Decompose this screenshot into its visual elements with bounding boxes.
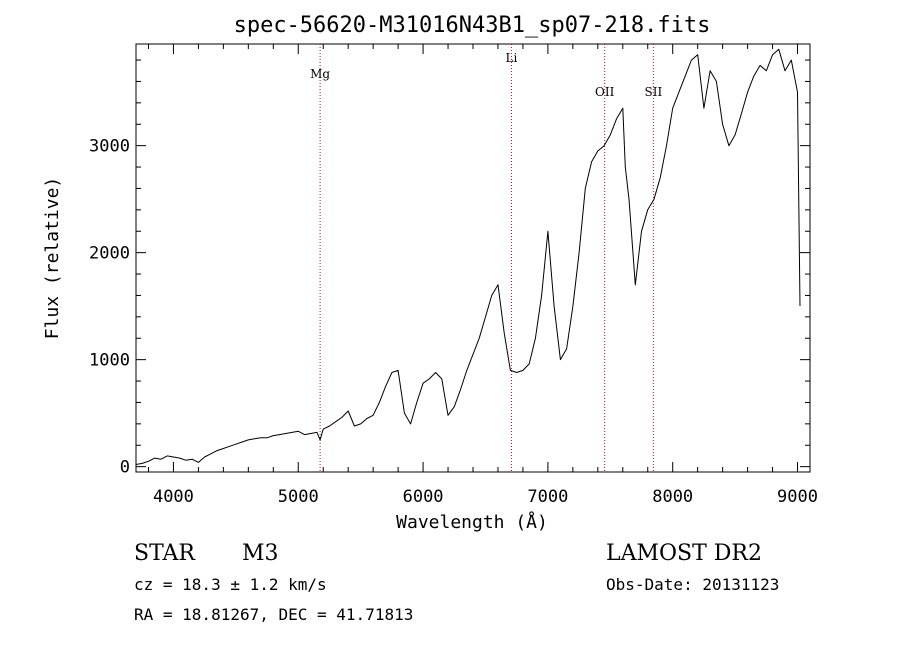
x-tick-label: 5000 — [278, 487, 319, 507]
x-tick-label: 6000 — [403, 487, 444, 507]
line-markers: Mg Li OII SII — [310, 44, 662, 472]
marker-label-li: Li — [506, 51, 518, 65]
chart-title: spec-56620-M31016N43B1_sp07-218.fits — [234, 13, 711, 38]
obs-date-text: Obs-Date: 20131123 — [606, 575, 779, 594]
x-tick-label: 7000 — [527, 487, 568, 507]
y-axis-label: Flux (relative) — [42, 177, 63, 340]
y-tick-label: 2000 — [89, 244, 130, 264]
marker-label-oii: OII — [595, 85, 615, 99]
marker-label-sii: SII — [645, 85, 663, 99]
x-tick-label: 8000 — [652, 487, 693, 507]
x-tick-label: 9000 — [777, 487, 818, 507]
plot-frame — [135, 43, 811, 473]
object-subclass: M3 — [242, 541, 279, 566]
x-axis-ticks: 4000 5000 6000 7000 8000 9000 — [147, 44, 818, 507]
survey-name: LAMOST DR2 — [606, 541, 762, 566]
y-tick-label: 1000 — [89, 351, 130, 371]
y-tick-label: 0 — [120, 458, 130, 478]
coords-text: RA = 18.81267, DEC = 41.71813 — [134, 605, 413, 624]
velocity-text: cz = 18.3 ± 1.2 km/s — [134, 575, 327, 594]
marker-label-mg: Mg — [310, 67, 330, 81]
spectrum-line — [135, 48, 801, 465]
y-tick-label: 3000 — [89, 137, 130, 157]
spectrum-series — [135, 48, 801, 465]
object-class: STAR — [134, 541, 196, 566]
x-axis-label: Wavelength (Å) — [396, 511, 548, 533]
x-tick-label: 4000 — [153, 487, 194, 507]
y-axis-ticks: 0 1000 2000 3000 — [89, 59, 810, 478]
